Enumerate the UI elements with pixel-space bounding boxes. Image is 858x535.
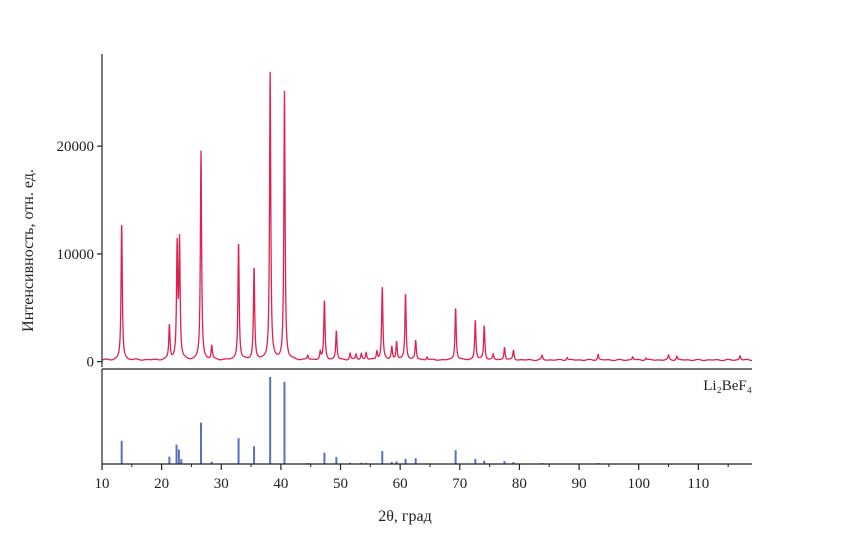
x-tick-label: 110 bbox=[687, 476, 709, 492]
reference-label: Li₂BeF₄ bbox=[703, 378, 752, 394]
x-tick-label: 30 bbox=[214, 476, 229, 492]
x-tick-label: 90 bbox=[572, 476, 587, 492]
x-tick-label: 70 bbox=[452, 476, 467, 492]
y-axis-label: Интенсивность, отн. ед. bbox=[20, 169, 37, 332]
y-tick-label: 0 bbox=[87, 355, 95, 371]
reference-plot-area bbox=[102, 377, 752, 465]
x-tick-label: 50 bbox=[333, 476, 348, 492]
x-axis-label: 2θ, град bbox=[378, 508, 431, 525]
y-tick-label: 10000 bbox=[57, 247, 95, 263]
x-tick-label: 20 bbox=[154, 476, 169, 492]
main-plot-area bbox=[101, 71, 753, 362]
axes: 0 10000 20000 10 20 30 40 50 60 70 80 90 100 110 bbox=[57, 54, 752, 492]
x-tick-label: 100 bbox=[627, 476, 650, 492]
series-line bbox=[101, 71, 753, 362]
x-tick-label: 40 bbox=[273, 476, 288, 492]
x-tick-label: 10 bbox=[95, 476, 110, 492]
x-tick-label: 60 bbox=[393, 476, 408, 492]
x-tick-label: 80 bbox=[512, 476, 527, 492]
y-tick-label: 20000 bbox=[57, 139, 95, 155]
